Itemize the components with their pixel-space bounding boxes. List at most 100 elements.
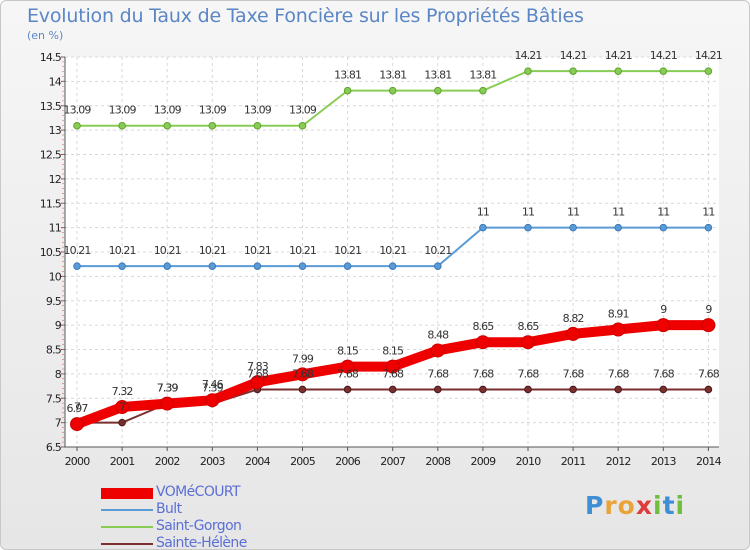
data-label: 11 bbox=[702, 206, 714, 219]
data-label: 14.21 bbox=[605, 49, 632, 62]
x-tick-label: 2010 bbox=[516, 455, 542, 468]
data-label: 13.81 bbox=[379, 69, 406, 82]
data-point bbox=[569, 385, 577, 394]
x-tick-label: 2001 bbox=[110, 455, 135, 468]
data-point bbox=[73, 262, 81, 270]
data-label: 13.09 bbox=[154, 104, 182, 117]
data-point bbox=[434, 86, 442, 95]
data-label: 10.21 bbox=[334, 244, 361, 257]
legend-label-sainte-helene: Sainte-Hélène bbox=[156, 535, 247, 550]
y-tick-label: 10.5 bbox=[40, 246, 62, 259]
data-point bbox=[163, 121, 171, 130]
data-label: 7.68 bbox=[337, 367, 359, 380]
data-point bbox=[343, 262, 352, 270]
logo-letter: o bbox=[617, 491, 636, 520]
data-point bbox=[569, 67, 577, 75]
x-tick-label: 2013 bbox=[651, 455, 677, 468]
y-tick-label: 13.5 bbox=[40, 100, 62, 113]
y-tick-label: 12.5 bbox=[40, 149, 62, 162]
x-tick-label: 2014 bbox=[696, 455, 722, 468]
data-label: 13.81 bbox=[334, 69, 361, 82]
y-tick-label: 6.5 bbox=[46, 441, 62, 454]
chart-title: Evolution du Taux de Taxe Foncière sur l… bbox=[27, 5, 584, 27]
data-label: 13.09 bbox=[244, 104, 272, 117]
data-label: 7.68 bbox=[563, 367, 585, 380]
x-tick-label: 2002 bbox=[155, 455, 180, 468]
data-label: 10.21 bbox=[424, 244, 451, 257]
chart-subtitle: (en %) bbox=[27, 29, 64, 42]
x-tick-label: 2012 bbox=[606, 455, 631, 468]
data-label: 7.68 bbox=[247, 367, 269, 380]
data-point bbox=[73, 121, 81, 130]
data-label: 8.82 bbox=[563, 312, 584, 325]
logo-letter: t bbox=[662, 491, 676, 520]
data-label: 10.21 bbox=[109, 244, 136, 257]
y-tick-label: 14 bbox=[49, 75, 62, 88]
data-point bbox=[115, 400, 130, 415]
data-point bbox=[208, 262, 217, 270]
y-tick-label: 9 bbox=[55, 319, 62, 332]
data-label: 7 bbox=[119, 401, 126, 414]
data-label: 11 bbox=[612, 206, 624, 219]
data-point bbox=[479, 223, 487, 232]
data-label: 8.91 bbox=[608, 308, 629, 321]
data-point bbox=[205, 393, 220, 408]
logo-letter: i bbox=[675, 491, 686, 520]
data-point bbox=[388, 86, 397, 95]
data-label: 7.68 bbox=[292, 367, 314, 380]
logo-letter: x bbox=[635, 491, 653, 520]
data-point bbox=[208, 121, 217, 130]
data-point bbox=[704, 385, 713, 394]
data-point bbox=[659, 67, 668, 75]
data-label: 10.21 bbox=[64, 244, 91, 257]
x-tick-label: 2004 bbox=[245, 455, 271, 468]
data-point bbox=[701, 318, 716, 333]
x-tick-label: 2006 bbox=[335, 455, 361, 468]
data-point bbox=[388, 262, 397, 270]
data-point bbox=[298, 262, 307, 270]
data-point bbox=[340, 359, 355, 374]
legend-swatch-vomecourt bbox=[101, 488, 153, 499]
data-label: 8.65 bbox=[518, 320, 540, 333]
x-tick-label: 2003 bbox=[200, 455, 226, 468]
data-label: 13.09 bbox=[289, 104, 317, 117]
data-label: 8.15 bbox=[382, 345, 404, 358]
data-point bbox=[524, 385, 532, 394]
data-label: 7.68 bbox=[472, 367, 494, 380]
data-point bbox=[614, 67, 623, 75]
data-point bbox=[434, 262, 442, 270]
data-point bbox=[118, 262, 126, 270]
y-tick-label: 13 bbox=[49, 124, 62, 137]
logo-letter: i bbox=[653, 491, 663, 520]
data-point bbox=[430, 343, 445, 358]
legend-label-bult: Bult bbox=[156, 501, 182, 517]
data-point bbox=[253, 262, 262, 270]
data-label: 7.39 bbox=[202, 382, 224, 395]
y-tick-label: 8.5 bbox=[46, 344, 62, 357]
data-point bbox=[521, 335, 535, 350]
data-label: 6.97 bbox=[67, 402, 89, 415]
x-tick-label: 2009 bbox=[471, 455, 497, 468]
data-label: 10.21 bbox=[289, 244, 316, 257]
data-point bbox=[118, 418, 126, 427]
y-tick-label: 10 bbox=[49, 270, 62, 283]
y-tick-label: 8 bbox=[55, 368, 62, 381]
legend-swatch-bult bbox=[101, 509, 153, 511]
data-label: 7.32 bbox=[112, 385, 133, 398]
logo-letter: P bbox=[585, 491, 605, 520]
data-point bbox=[704, 223, 713, 232]
data-label: 7.99 bbox=[292, 352, 314, 365]
data-label: 7 bbox=[74, 401, 81, 414]
data-point bbox=[298, 385, 307, 394]
data-label: 13.09 bbox=[109, 104, 137, 117]
data-label: 7.39 bbox=[157, 382, 179, 395]
data-label: 13.09 bbox=[199, 104, 227, 117]
x-tick-label: 2005 bbox=[290, 455, 316, 468]
x-tick-label: 2008 bbox=[425, 455, 451, 468]
data-point bbox=[704, 67, 713, 75]
data-label: 10.21 bbox=[244, 244, 271, 257]
data-point bbox=[524, 67, 532, 75]
data-label: 7.68 bbox=[698, 367, 720, 380]
data-point bbox=[295, 367, 310, 382]
data-label: 13.81 bbox=[469, 69, 496, 82]
